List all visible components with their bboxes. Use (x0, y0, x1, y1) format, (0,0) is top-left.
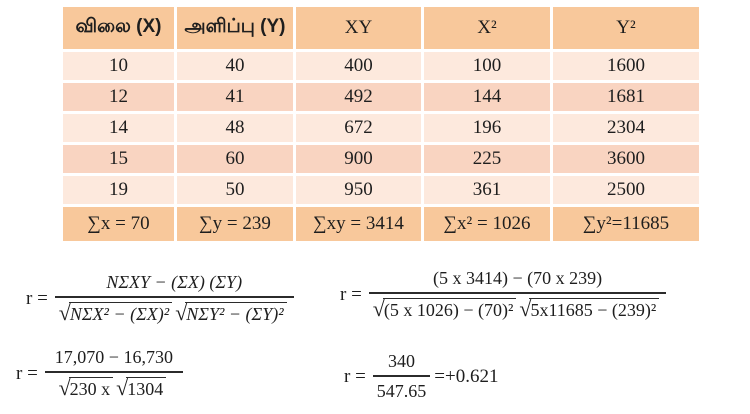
cell-y: 60 (177, 145, 293, 173)
fraction: 340 547.65 (372, 351, 431, 402)
total-sum-x2: ∑x² = 1026 (424, 207, 550, 241)
cell-xy: 492 (296, 83, 421, 111)
sqrt-term: √NΣY² − (ΣY)² (175, 300, 287, 325)
total-sum-y2: ∑y²=11685 (553, 207, 699, 241)
col-header-y-squared: Y² (553, 7, 699, 49)
cell-x: 12 (63, 83, 174, 111)
cell-y: 41 (177, 83, 293, 111)
correlation-table: விலை (X) அளிப்பு (Y) XY X² Y² 10 40 400 … (60, 4, 702, 244)
radical-icon: √ (116, 375, 128, 400)
col-header-xy: XY (296, 7, 421, 49)
table-row: 12 41 492 144 1681 (63, 83, 699, 111)
sqrt-term: √230 x (59, 377, 114, 400)
formula-simplified: r = 17,070 − 16,730 √230 x √1304 (16, 347, 183, 400)
cell-x: 14 (63, 114, 174, 142)
total-sum-x: ∑x = 70 (63, 207, 174, 241)
table-row: 19 50 950 361 2500 (63, 176, 699, 204)
fraction: NΣXY − (ΣX) (ΣY) √NΣX² − (ΣX)² √NΣY² − (Σ… (54, 272, 294, 325)
cell-y2: 2304 (553, 114, 699, 142)
formula-result: r = 340 547.65 =+0.621 (344, 351, 498, 402)
cell-xy: 400 (296, 52, 421, 80)
header-row: விலை (X) அளிப்பு (Y) XY X² Y² (63, 7, 699, 49)
cell-y2: 2500 (553, 176, 699, 204)
cell-xy: 900 (296, 145, 421, 173)
radical-icon: √ (58, 375, 71, 400)
formula-lhs: r = (344, 365, 366, 387)
col-header-supply-y: அளிப்பு (Y) (177, 7, 293, 49)
cell-x2: 225 (424, 145, 550, 173)
cell-x2: 196 (424, 114, 550, 142)
cell-x2: 144 (424, 83, 550, 111)
sqrt-term: √NΣX² − (ΣX)² (58, 300, 173, 325)
sqrt-term: √5x11685 − (239)² (519, 296, 660, 321)
data-table: விலை (X) அளிப்பு (Y) XY X² Y² 10 40 400 … (60, 4, 702, 244)
cell-y: 40 (177, 52, 293, 80)
radical-icon: √ (58, 300, 71, 325)
cell-x: 19 (63, 176, 174, 204)
formula-numerator: 340 (388, 351, 416, 371)
formula-lhs: r = (26, 287, 48, 309)
total-sum-y: ∑y = 239 (177, 207, 293, 241)
cell-xy: 950 (296, 176, 421, 204)
cell-y: 50 (177, 176, 293, 204)
sqrt-term: √(5 x 1026) − (70)² (373, 298, 517, 321)
fraction: (5 x 3414) − (70 x 239) √(5 x 1026) − (7… (368, 268, 667, 321)
table-row: 15 60 900 225 3600 (63, 145, 699, 173)
formula-numerator: (5 x 3414) − (70 x 239) (432, 268, 603, 288)
cell-y2: 1600 (553, 52, 699, 80)
total-sum-xy: ∑xy = 3414 (296, 207, 421, 241)
formula-denominator: √230 x √1304 (44, 371, 183, 400)
formula-denominator: √(5 x 1026) − (70)² √5x11685 − (239)² (368, 292, 667, 321)
radical-icon: √ (175, 300, 187, 325)
radical-icon: √ (519, 296, 531, 321)
table-row: 10 40 400 100 1600 (63, 52, 699, 80)
formula-numerator: 17,070 − 16,730 (54, 347, 173, 367)
cell-x: 10 (63, 52, 174, 80)
formula-correlation-general: r = NΣXY − (ΣX) (ΣY) √NΣX² − (ΣX)² √NΣY² … (26, 272, 294, 325)
cell-x2: 100 (424, 52, 550, 80)
cell-y2: 3600 (553, 145, 699, 173)
table-row: 14 48 672 196 2304 (63, 114, 699, 142)
fraction: 17,070 − 16,730 √230 x √1304 (44, 347, 183, 400)
sqrt-term: √1304 (116, 375, 167, 400)
formula-denominator: √NΣX² − (ΣX)² √NΣY² − (ΣY)² (54, 296, 294, 325)
correlation-result-value: =+0.621 (434, 365, 499, 387)
formula-lhs: r = (16, 362, 38, 384)
formula-lhs: r = (340, 283, 362, 305)
formula-numerator: NΣXY − (ΣX) (ΣY) (106, 272, 243, 292)
col-header-x-squared: X² (424, 7, 550, 49)
cell-y: 48 (177, 114, 293, 142)
cell-x2: 361 (424, 176, 550, 204)
totals-row: ∑x = 70 ∑y = 239 ∑xy = 3414 ∑x² = 1026 ∑… (63, 207, 699, 241)
radical-icon: √ (372, 296, 385, 321)
cell-y2: 1681 (553, 83, 699, 111)
cell-x: 15 (63, 145, 174, 173)
col-header-price-x: விலை (X) (63, 7, 174, 49)
formula-denominator: 547.65 (372, 375, 431, 402)
formula-substituted: r = (5 x 3414) − (70 x 239) √(5 x 1026) … (340, 268, 667, 321)
cell-xy: 672 (296, 114, 421, 142)
